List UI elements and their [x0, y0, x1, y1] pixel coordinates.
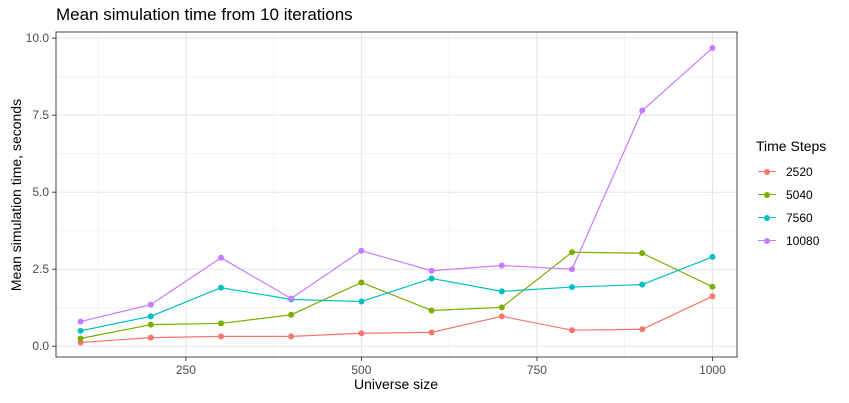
legend-items: 2520 5040 7560 10080: [756, 160, 826, 252]
data-point-2520: [288, 333, 295, 340]
data-point-10080: [569, 266, 576, 273]
x-tick-label: 750: [527, 363, 547, 377]
data-point-10080: [498, 262, 505, 269]
data-point-2520: [569, 327, 576, 334]
data-point-5040: [569, 249, 576, 256]
legend-item-7560: 7560: [756, 206, 826, 229]
data-point-10080: [428, 267, 435, 274]
data-point-5040: [147, 321, 154, 328]
data-point-2520: [147, 334, 154, 341]
legend-label-2520: 2520: [786, 164, 813, 179]
series-line-2520: [80, 295, 713, 344]
data-point-5040: [288, 311, 295, 318]
legend-key-point: [764, 191, 770, 198]
y-tick-label: 0.0: [32, 339, 49, 353]
data-point-2520: [498, 313, 505, 320]
data-point-7560: [639, 281, 646, 288]
data-point-7560: [709, 253, 716, 260]
data-point-10080: [358, 247, 365, 254]
data-point-2520: [639, 326, 646, 333]
data-point-5040: [639, 250, 646, 257]
x-tick-label: 250: [176, 363, 196, 377]
data-point-7560: [77, 327, 84, 334]
legend-label-7560: 7560: [786, 210, 813, 225]
legend-key-point: [764, 237, 770, 244]
legend-key-point: [764, 168, 770, 175]
data-point-10080: [77, 318, 84, 325]
data-point-5040: [428, 307, 435, 314]
data-point-10080: [147, 301, 154, 308]
legend-item-5040: 5040: [756, 183, 826, 206]
x-axis-title: Universe size: [353, 376, 439, 392]
data-point-5040: [498, 304, 505, 311]
legend-item-2520: 2520: [756, 160, 826, 183]
minor-gridlines: [56, 32, 737, 357]
data-point-5040: [358, 279, 365, 286]
data-point-7560: [569, 284, 576, 291]
data-point-5040: [77, 335, 84, 342]
legend: Time Steps 2520 5040 7560 10080: [756, 138, 826, 252]
legend-label-5040: 5040: [786, 187, 813, 202]
legend-item-10080: 10080: [756, 229, 826, 252]
legend-key-7560: [756, 212, 778, 224]
y-tick-label: 7.5: [32, 108, 49, 122]
legend-key-point: [764, 214, 770, 221]
data-point-7560: [498, 288, 505, 295]
data-point-7560: [217, 284, 224, 291]
series-line-7560: [80, 256, 713, 332]
y-tick-label: 5.0: [32, 185, 49, 199]
data-point-10080: [217, 254, 224, 261]
data-point-2520: [428, 329, 435, 336]
data-point-2520: [217, 333, 224, 340]
data-point-2520: [358, 330, 365, 337]
legend-key-2520: [756, 166, 778, 178]
series-line-10080: [80, 47, 713, 323]
data-point-10080: [639, 107, 646, 114]
data-point-5040: [709, 283, 716, 290]
y-tick-label: 10.0: [26, 31, 50, 45]
legend-key-10080: [756, 235, 778, 247]
panel-border: [55, 31, 738, 358]
legend-label-10080: 10080: [786, 233, 820, 248]
x-tick-label: 1000: [699, 363, 726, 377]
chart-title: Mean simulation time from 10 iterations: [56, 5, 353, 24]
series-line-5040: [80, 251, 713, 340]
axis-tick-labels: 250 500 750 1000 0.0 2.5 5.0 7.5 10.0: [26, 31, 726, 377]
legend-key-5040: [756, 189, 778, 201]
series-layer: [77, 45, 716, 346]
data-point-7560: [147, 313, 154, 320]
y-tick-label: 2.5: [32, 262, 49, 276]
data-point-5040: [217, 320, 224, 327]
data-point-2520: [709, 293, 716, 300]
x-tick-label: 500: [351, 363, 371, 377]
legend-title: Time Steps: [756, 138, 827, 154]
data-point-10080: [709, 45, 716, 52]
data-point-7560: [428, 275, 435, 282]
major-gridlines: [56, 32, 737, 357]
data-point-10080: [288, 295, 295, 302]
data-point-7560: [358, 298, 365, 305]
axis-ticks: [52, 37, 713, 361]
